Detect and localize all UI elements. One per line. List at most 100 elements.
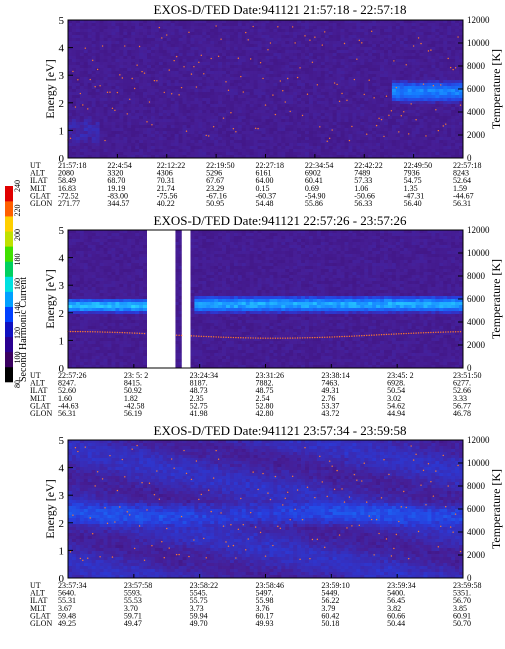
spectrogram-cell bbox=[170, 131, 176, 135]
spectrogram-cell bbox=[391, 20, 397, 24]
spectrogram-cell bbox=[336, 92, 341, 96]
spectrogram-cell bbox=[340, 140, 345, 144]
spectrogram-cell bbox=[277, 104, 282, 108]
spectrogram-cell bbox=[198, 65, 203, 69]
colorbar-tick-label: 180 bbox=[13, 254, 22, 266]
spectrogram-cell bbox=[190, 119, 195, 123]
spectrogram-cell bbox=[384, 26, 389, 30]
spectrogram-cell bbox=[324, 26, 330, 30]
spectrogram-cell bbox=[71, 275, 77, 279]
temperature-point bbox=[168, 69, 170, 71]
spectrogram-cell bbox=[308, 41, 314, 45]
spectrogram-cell bbox=[368, 134, 373, 138]
spectrogram-cell bbox=[340, 92, 345, 96]
spectrogram-cell bbox=[447, 128, 452, 132]
temperature-point bbox=[304, 35, 306, 37]
spectrogram-cell bbox=[135, 101, 140, 105]
spectrogram-cell bbox=[198, 125, 203, 129]
spectrogram-cell bbox=[423, 86, 428, 90]
spectrogram-cell bbox=[431, 68, 436, 72]
spectrogram-cell bbox=[360, 119, 365, 123]
spectrogram-cell bbox=[427, 128, 432, 132]
spectrogram-cell bbox=[415, 128, 420, 132]
spectrogram-cell bbox=[75, 92, 81, 96]
spectrogram-cell bbox=[439, 65, 444, 69]
spectrogram-cell bbox=[162, 86, 168, 90]
spectrogram-cell bbox=[324, 65, 330, 69]
spectrogram-cell bbox=[249, 92, 255, 96]
spectrogram-cell bbox=[451, 65, 456, 69]
spectrogram-cell bbox=[273, 149, 278, 153]
spectrogram-cell bbox=[135, 107, 140, 111]
spectrogram-cell bbox=[459, 68, 464, 72]
spectrogram-cell bbox=[139, 86, 144, 90]
spectrogram-cell bbox=[395, 35, 401, 39]
spectrogram-cell bbox=[384, 149, 389, 153]
spectrogram-cell bbox=[447, 20, 452, 24]
spectrogram-cell bbox=[194, 140, 199, 144]
spectrogram-cell bbox=[399, 131, 405, 135]
spectrogram-cell bbox=[423, 20, 428, 24]
spectrogram-cell bbox=[68, 254, 73, 258]
spectrogram-cell bbox=[241, 29, 247, 33]
spectrogram-cell bbox=[380, 62, 385, 66]
spectrogram-cell bbox=[360, 86, 365, 90]
spectrogram-cell bbox=[261, 155, 266, 159]
spectrogram-cell bbox=[162, 143, 168, 147]
spectrogram-cell bbox=[407, 146, 413, 150]
spectrogram-cell bbox=[71, 293, 77, 297]
table-cell: -47.31 bbox=[404, 191, 425, 200]
table-row-label: GLAT bbox=[30, 191, 51, 200]
spectrogram-cell bbox=[210, 50, 215, 54]
spectrogram-cell bbox=[380, 74, 385, 78]
spectrogram-cell bbox=[285, 29, 290, 33]
spectrogram-cell bbox=[301, 152, 306, 156]
spectrogram-cell bbox=[111, 152, 116, 156]
spectrogram-cell bbox=[328, 98, 334, 102]
spectrogram-cell bbox=[277, 122, 282, 126]
spectrogram-cell bbox=[340, 68, 345, 72]
spectrogram-cell bbox=[455, 119, 460, 123]
spectrogram-cell bbox=[403, 152, 409, 156]
spectrogram-cell bbox=[83, 74, 89, 78]
spectrogram-cell bbox=[233, 86, 239, 90]
spectrogram-cell bbox=[214, 128, 219, 132]
spectrogram-cell bbox=[99, 77, 104, 81]
spectrogram-cell bbox=[352, 143, 357, 147]
spectrogram-cell bbox=[147, 140, 152, 144]
spectrogram-cell bbox=[107, 38, 112, 42]
spectrogram-cell bbox=[186, 29, 191, 33]
table-cell: -72.52 bbox=[58, 191, 79, 200]
spectrogram-cell bbox=[352, 107, 357, 111]
spectrogram-cell bbox=[257, 98, 262, 102]
spectrogram-cell bbox=[87, 107, 93, 111]
spectrogram-cell bbox=[143, 20, 148, 24]
spectrogram-cell bbox=[194, 116, 199, 120]
spectrogram-cell bbox=[119, 101, 124, 105]
spectrogram-cell bbox=[281, 20, 286, 24]
spectrogram-cell bbox=[166, 23, 172, 27]
spectrogram-cell bbox=[75, 80, 81, 84]
spectrogram-cell bbox=[384, 71, 389, 75]
spectrogram-cell bbox=[269, 20, 274, 24]
spectrogram-cell bbox=[202, 134, 207, 138]
spectrogram-cell bbox=[360, 104, 365, 108]
spectrogram-cell bbox=[71, 38, 77, 42]
spectrogram-cell bbox=[328, 77, 334, 81]
spectrogram-cell bbox=[269, 32, 274, 36]
spectrogram-cell bbox=[182, 56, 187, 60]
spectrogram-cell bbox=[289, 71, 294, 75]
spectrogram-cell bbox=[273, 47, 278, 51]
spectrogram-cell bbox=[131, 50, 136, 54]
spectrogram-cell bbox=[384, 134, 389, 138]
spectrogram-cell bbox=[226, 116, 231, 120]
spectrogram-cell bbox=[95, 98, 100, 102]
spectrogram-cell bbox=[312, 83, 318, 87]
spectrogram-cell bbox=[415, 29, 420, 33]
spectrogram-cell bbox=[285, 53, 290, 57]
spectrogram-cell bbox=[368, 23, 373, 27]
spectrogram-cell bbox=[162, 134, 168, 138]
spectrogram-cell bbox=[139, 23, 144, 27]
spectrogram-cell bbox=[253, 143, 258, 147]
panel-1: EXOS-D/TED Date:941121 21:57:18 - 22:57:… bbox=[30, 2, 503, 208]
